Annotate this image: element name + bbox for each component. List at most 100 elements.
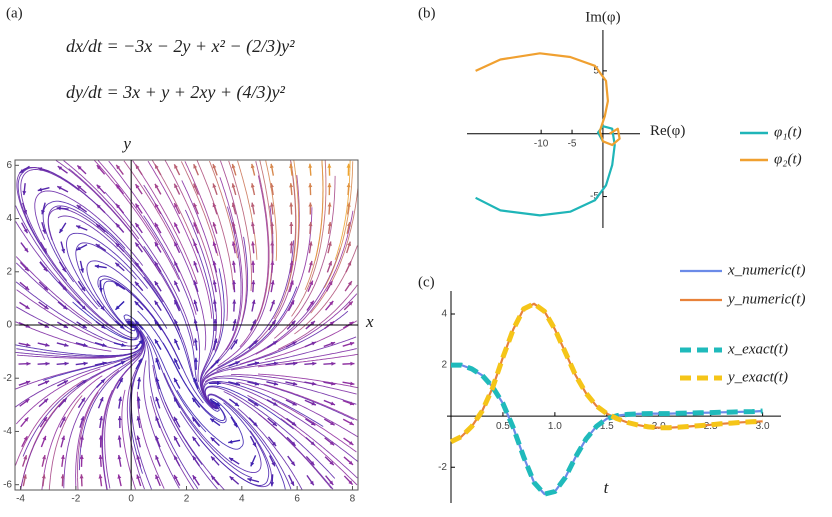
streamline: [143, 360, 160, 448]
arrow-head: [192, 436, 197, 442]
arrow-head: [231, 163, 236, 169]
streamline: [43, 355, 133, 381]
arrow-head: [134, 281, 140, 286]
streamline: [136, 391, 160, 478]
streamline: [240, 202, 252, 292]
legend-label: φ₁(t): [774, 124, 802, 140]
arrow-head: [215, 402, 221, 406]
arrow-head: [98, 474, 103, 479]
streamline: [22, 263, 92, 324]
streamline: [131, 233, 181, 310]
arrow-head: [43, 267, 48, 272]
arrow-head: [309, 480, 314, 486]
arrow-head: [96, 184, 101, 189]
arrow-head: [212, 280, 217, 285]
panel-label: (a): [6, 5, 23, 21]
legend-label: y_exact(t): [726, 369, 788, 385]
streamline: [240, 286, 298, 356]
arrow-head: [81, 305, 87, 310]
streamline: [16, 289, 24, 295]
streamline: [295, 385, 357, 405]
x-axis-label: Re(φ): [650, 123, 685, 139]
arrow-head: [155, 416, 160, 421]
streamline: [277, 294, 351, 350]
streamline: [196, 160, 215, 203]
arrow-head: [42, 435, 47, 441]
arrow-head: [232, 319, 237, 324]
arrow-head: [349, 401, 355, 406]
arrow-head: [117, 454, 122, 460]
arrow-head: [174, 261, 178, 266]
streamline: [349, 416, 358, 421]
streamline: [223, 402, 270, 478]
streamline: [295, 416, 358, 463]
streamline: [213, 268, 225, 356]
arrow-head: [193, 202, 198, 208]
arrow-head: [251, 260, 256, 265]
arrow-head: [291, 441, 296, 446]
x-tick-label: -2: [71, 494, 80, 505]
arrow-head: [154, 339, 159, 344]
arrow-head: [271, 441, 277, 447]
streamline: [240, 416, 286, 490]
arrow-head: [25, 323, 31, 328]
streamline: [240, 430, 272, 488]
arrow-head: [346, 163, 351, 168]
streamline: [200, 294, 217, 381]
arrow-head: [346, 222, 351, 227]
arrow-head: [60, 454, 65, 460]
arrow-head: [80, 416, 85, 421]
arrow-head: [192, 397, 197, 403]
arrow-head: [57, 186, 62, 190]
arrow-head: [349, 321, 354, 326]
streamline: [164, 160, 187, 203]
streamline: [77, 171, 140, 240]
streamline: [15, 344, 105, 357]
arrow-head: [252, 319, 256, 325]
streamline: [213, 202, 234, 290]
arrow-head: [212, 202, 217, 208]
x-tick-label: -5: [568, 138, 577, 149]
streamline: [22, 368, 101, 418]
arrow-head: [233, 339, 238, 344]
arrow-head: [235, 381, 240, 386]
arrow-head: [212, 183, 217, 188]
arrow-head: [24, 417, 29, 422]
y-tick-label: 4: [6, 213, 12, 224]
arrow-head: [192, 455, 197, 461]
arrow-head: [134, 320, 139, 325]
streamline: [143, 184, 187, 265]
streamline: [104, 338, 145, 417]
arrow-head: [102, 361, 107, 366]
streamline: [126, 318, 160, 387]
y-tick-label: 5: [593, 65, 599, 76]
arrow-head: [212, 299, 217, 304]
arrow-head: [62, 398, 67, 403]
streamline: [23, 324, 112, 352]
arrow-head: [174, 358, 178, 363]
arrow-head: [270, 260, 275, 265]
arrow-head: [348, 301, 353, 306]
streamline: [322, 385, 357, 395]
arrow-head: [327, 241, 332, 246]
arrow-head: [119, 377, 123, 383]
streamline: [176, 389, 242, 450]
arrow-head: [83, 343, 88, 347]
arrow-head: [292, 401, 297, 406]
arrow-head: [349, 341, 355, 346]
streamline: [50, 294, 128, 344]
streamline: [131, 477, 136, 490]
arrow-head: [212, 164, 217, 169]
streamline: [131, 416, 152, 490]
arrow-head: [117, 416, 122, 421]
arrow-head: [23, 209, 28, 215]
x-tick-label: 1.5: [600, 421, 614, 432]
arrow-head: [348, 440, 354, 445]
arrow-head: [101, 324, 106, 329]
arrow-head: [329, 321, 335, 326]
streamline: [271, 398, 351, 448]
arrow-head: [272, 341, 278, 345]
arrow-head: [308, 183, 313, 188]
arrow-head: [43, 398, 49, 403]
